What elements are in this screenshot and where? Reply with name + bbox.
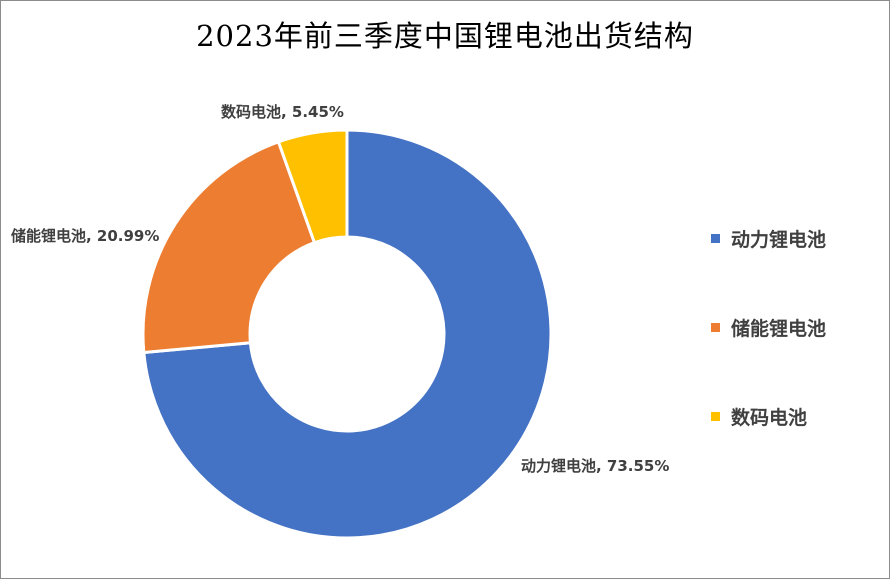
slice-storage-battery[interactable] — [141, 139, 317, 355]
legend-label: 数码电池 — [731, 406, 808, 429]
legend-item-digital-battery[interactable]: 数码电池 — [711, 401, 826, 431]
legend-label: 动力锂电池 — [731, 228, 827, 251]
chart-title: 2023年前三季度中国锂电池出货结构 — [196, 19, 694, 53]
legend-swatch — [711, 233, 720, 243]
data-label-storage-battery: 储能锂电池, 20.99% — [11, 227, 159, 245]
legend-swatch — [711, 322, 720, 332]
legend-item-power-battery[interactable]: 动力锂电池 — [711, 223, 826, 253]
legend-label: 储能锂电池 — [731, 317, 827, 340]
slice-digital-battery[interactable] — [276, 128, 349, 245]
legend-item-storage-battery[interactable]: 储能锂电池 — [711, 312, 826, 342]
slice-power-battery[interactable] — [142, 128, 553, 540]
legend: 动力锂电池 储能锂电池 数码电池 — [711, 223, 826, 490]
legend-swatch — [711, 411, 720, 421]
data-label-power-battery: 动力锂电池, 73.55% — [521, 457, 669, 475]
data-label-digital-battery: 数码电池, 5.45% — [221, 103, 344, 121]
